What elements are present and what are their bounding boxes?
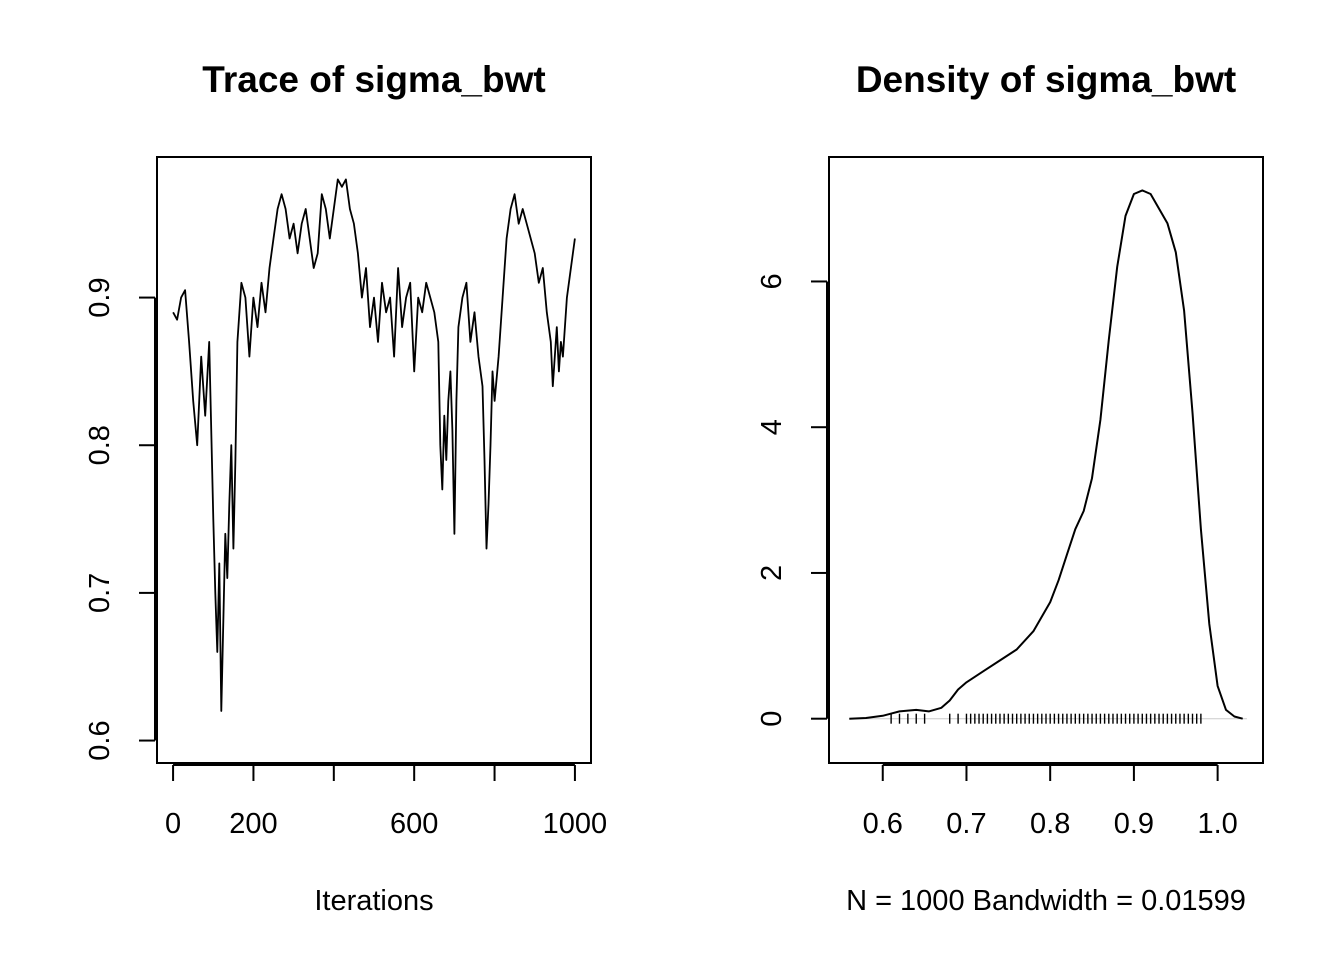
density-x-tick-label: 0.8 — [1030, 808, 1070, 840]
density-panel: Density of sigma_bwt 0.6 0.7 0.8 0.9 1.0 0 2 4… — [756, 59, 1264, 917]
density-y-tick-label: 4 — [756, 419, 788, 435]
density-x-tick-label: 0.9 — [1114, 808, 1154, 840]
trace-x-label: Iterations — [314, 885, 433, 917]
trace-x-tick-label: 600 — [390, 808, 438, 840]
trace-x-tick-label: 1000 — [543, 808, 608, 840]
density-x-axis: 0.6 0.7 0.8 0.9 1.0 — [863, 764, 1238, 840]
trace-y-tick-label: 0.7 — [84, 573, 116, 613]
density-x-tick-label: 0.7 — [946, 808, 986, 840]
trace-panel: Trace of sigma_bwt 0 200 600 1000 0.6 0.7 0.8… — [84, 59, 607, 917]
density-x-label: N = 1000 Bandwidth = 0.01599 — [846, 885, 1246, 917]
density-y-tick-label: 2 — [756, 565, 788, 581]
trace-series-line — [172, 178, 576, 712]
trace-y-tick-label: 0.6 — [84, 720, 116, 760]
density-x-tick-label: 1.0 — [1197, 808, 1237, 840]
trace-x-tick-label: 0 — [165, 808, 181, 840]
trace-x-axis: 0 200 600 1000 — [165, 764, 608, 840]
trace-x-tick-label: 200 — [229, 808, 277, 840]
density-x-tick-label: 0.6 — [863, 808, 903, 840]
density-y-tick-label: 6 — [756, 273, 788, 289]
trace-plot-frame — [156, 156, 592, 764]
density-plot-frame — [828, 156, 1264, 764]
density-rug — [890, 713, 1202, 724]
density-series-line — [849, 189, 1243, 720]
trace-y-tick-label: 0.8 — [84, 425, 116, 465]
trace-y-axis: 0.6 0.7 0.8 0.9 — [84, 277, 156, 761]
trace-title: Trace of sigma_bwt — [202, 59, 545, 100]
trace-y-tick-label: 0.9 — [84, 277, 116, 317]
density-title: Density of sigma_bwt — [856, 59, 1236, 100]
density-y-axis: 0 2 4 6 — [756, 273, 828, 727]
density-y-tick-label: 0 — [756, 711, 788, 727]
